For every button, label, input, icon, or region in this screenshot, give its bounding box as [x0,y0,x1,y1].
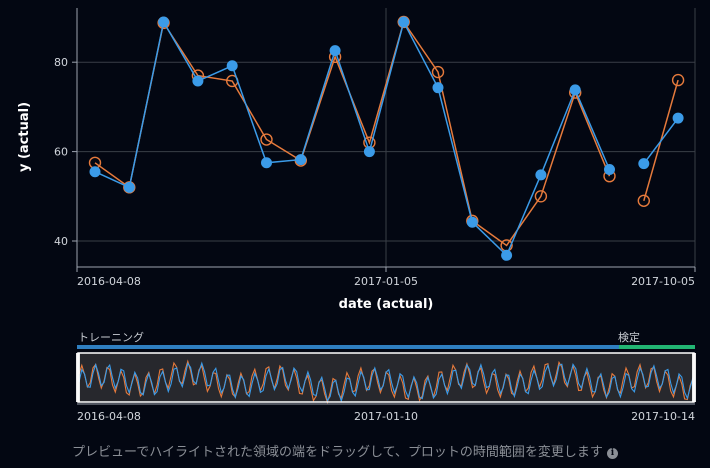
predicted-point[interactable] [637,194,650,207]
actual-point[interactable] [158,16,170,28]
train-bar [77,345,619,349]
axes [72,8,696,272]
preview-series [78,359,694,405]
actual-point[interactable] [604,163,615,175]
preview-right-handle[interactable] [692,353,696,402]
y-tick-label: 60 [54,146,68,159]
hint-label: プレビューでハイライトされた領域の端をドラッグして、プロットの時間範囲を変更しま… [72,445,603,460]
x-axis-label: date (actual) [339,297,434,312]
actual-point[interactable] [329,45,341,57]
preview-x-tick-label: 2016-04-08 [77,410,141,423]
series-actual [89,16,684,261]
hint-text: プレビューでハイライトされた領域の端をドラッグして、プロットの時間範囲を変更しま… [72,441,618,460]
series-layer [88,15,685,261]
tick-labels: 40 60 80 2016-04-08 2017-01-05 2017-10-05 [54,56,695,288]
actual-point[interactable] [89,166,101,178]
actual-point[interactable] [398,16,410,28]
actual-point[interactable] [363,146,375,158]
actual-point[interactable] [466,216,478,228]
actual-point[interactable] [672,112,684,124]
main-chart: 40 60 80 2016-04-08 2017-01-05 2017-10-05 dat… [17,8,696,312]
preview-line [78,361,694,403]
y-tick-label: 40 [54,235,68,248]
x-tick-label: 2017-10-05 [631,275,695,288]
actual-point[interactable] [638,158,650,170]
validation-label: 検定 [618,330,640,344]
actual-point[interactable] [535,169,547,181]
preview-tick-labels: 2016-04-08 2017-01-10 2017-10-14 [77,410,695,423]
predicted-point[interactable] [431,65,445,79]
actual-point[interactable] [569,84,581,96]
y-axis-label: y (actual) [17,102,32,172]
predicted-point[interactable] [260,133,273,146]
actual-line [643,117,679,165]
preview-x-tick-label: 2017-01-10 [354,410,418,423]
actual-point[interactable] [192,75,204,87]
actual-point[interactable] [123,181,135,193]
predicted-point[interactable] [534,190,548,203]
actual-point[interactable] [261,157,272,169]
x-tick-label: 2016-04-08 [77,275,141,288]
info-icon[interactable]: i [606,448,618,459]
actual-line [94,19,611,257]
actual-point[interactable] [295,154,307,166]
preview-chart[interactable]: トレーニング 検定 2016-04-08 2017-01-10 2017-10-14 [0,320,710,430]
actual-point[interactable] [226,60,238,72]
preview-left-handle[interactable] [76,353,80,402]
y-tick-label: 80 [54,56,68,69]
preview-x-tick-label: 2017-10-14 [631,410,695,423]
actual-point[interactable] [432,82,444,94]
actual-point[interactable] [501,249,513,261]
predicted-point[interactable] [671,73,685,87]
train-label: トレーニング [78,330,144,344]
x-tick-label: 2017-01-05 [354,275,418,288]
validation-bar [618,345,695,349]
